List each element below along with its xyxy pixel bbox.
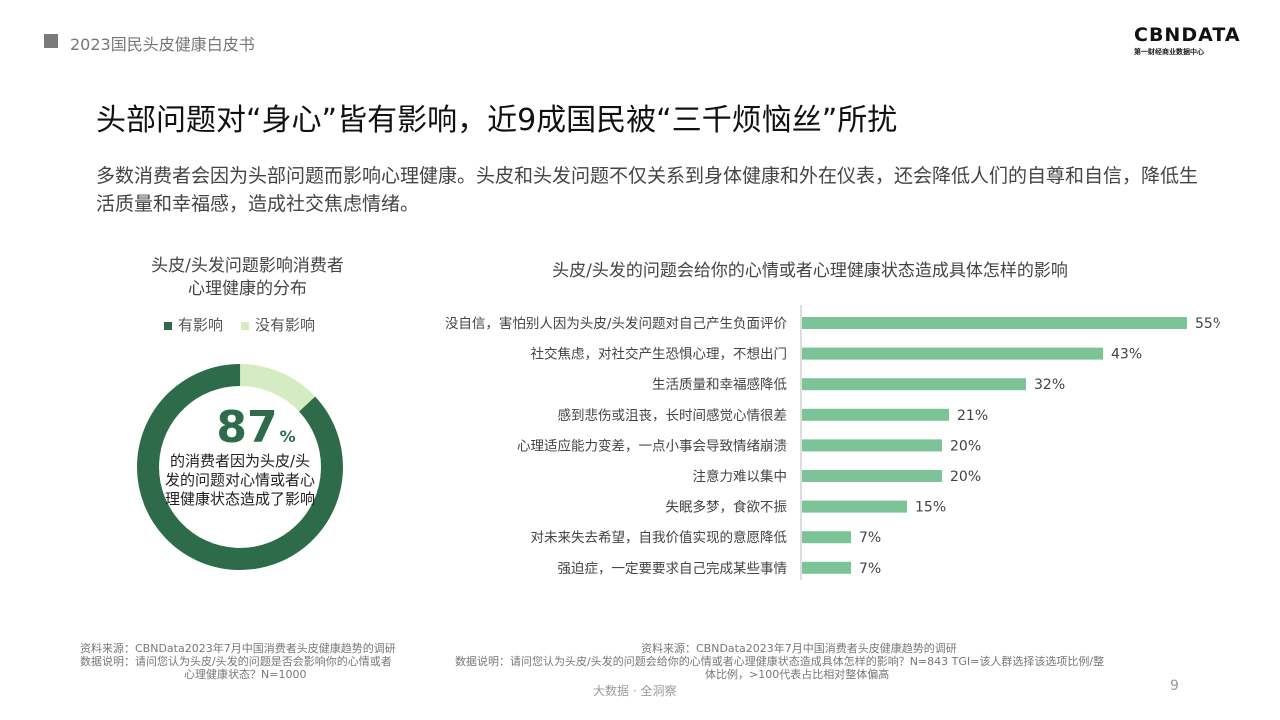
- bar-value-label: 21%: [957, 408, 988, 424]
- cbndata-logo: CBNDATA 第一财经商业数据中心: [1134, 24, 1244, 57]
- header-marker: [44, 34, 58, 48]
- left-chart-title-line2: 心理健康的分布: [188, 279, 307, 299]
- bar-category-label: 失眠多梦，食欲不振: [666, 499, 788, 516]
- bar: [802, 347, 1103, 360]
- bar: [802, 470, 942, 482]
- bar: [802, 317, 1187, 329]
- bar-value-label: 7%: [859, 561, 881, 577]
- donut-slice-affected: [137, 364, 343, 570]
- legend-item-affected: 有影响: [164, 314, 223, 335]
- bar-category-label: 注意力难以集中: [693, 468, 788, 485]
- bar-category-label: 社交焦虑，对社交产生恐惧心理，不想出门: [531, 346, 788, 363]
- bar-value-label: 43%: [1111, 347, 1142, 363]
- legend-swatch-not-affected: [241, 321, 250, 330]
- left-source-line2: 数据说明：请问您认为头皮/头发的问题是否会影响你的心情或者: [80, 655, 392, 668]
- right-source-line1: 资料来源：CBNData2023年7月中国消费者头皮健康趋势的调研: [641, 642, 957, 655]
- bar: [802, 408, 949, 421]
- bar: [802, 500, 907, 513]
- donut-center-number: 87: [216, 402, 278, 453]
- bar-category-label: 感到悲伤或沮丧，长时间感觉心情很差: [558, 407, 788, 424]
- left-chart-title-line1: 头皮/头发问题影响消费者: [151, 256, 344, 276]
- right-source-line2: 数据说明：请问您认为头皮/头发的问题会给你的心情或者心理健康状态造成具体怎样的影…: [455, 655, 1105, 668]
- left-source-line1: 资料来源：CBNData2023年7月中国消费者头皮健康趋势的调研: [80, 642, 396, 655]
- bar: [802, 439, 942, 452]
- left-source-note: 资料来源：CBNData2023年7月中国消费者头皮健康趋势的调研 数据说明：请…: [80, 642, 396, 681]
- bar: [802, 561, 851, 574]
- left-chart-title: 头皮/头发问题影响消费者 心理健康的分布: [110, 255, 385, 301]
- bar-chart: 没自信，害怕别人因为头皮/头发问题对自己产生负面评价 55% 社交焦虑，对社交产生恐…: [445, 305, 1220, 580]
- legend-swatch-affected: [164, 321, 172, 330]
- legend-label-not-affected: 没有影响: [255, 316, 316, 334]
- left-source-line3: 心理健康状态？N=1000: [184, 668, 307, 681]
- donut-caption: 的消费者因为头皮/头发的问题对心情或者心理健康状态造成了影响: [165, 452, 316, 508]
- bar: [802, 378, 1026, 391]
- right-chart-title: 头皮/头发的问题会给你的心情或者心理健康状态造成具体怎样的影响: [552, 261, 1068, 281]
- bar-value-label: 55%: [1195, 316, 1220, 332]
- bar: [802, 531, 851, 544]
- logo-main-text: CBNDATA: [1134, 24, 1241, 46]
- legend-label-affected: 有影响: [178, 316, 224, 334]
- bar-value-label: 32%: [1034, 377, 1065, 393]
- bar-category-label: 生活质量和幸福感降低: [652, 376, 787, 393]
- logo-sub-text: 第一财经商业数据中心: [1134, 48, 1204, 56]
- legend-item-not-affected: 没有影响: [241, 314, 315, 335]
- document-title: 2023国民头皮健康白皮书: [70, 35, 255, 54]
- bar-value-label: 20%: [950, 469, 981, 485]
- donut-center-unit: %: [279, 427, 296, 446]
- donut-legend: 有影响 没有影响: [164, 314, 315, 335]
- bar-value-label: 20%: [950, 438, 981, 454]
- bar-value-label: 15%: [915, 500, 946, 516]
- right-source-line3: 体比例，>100代表占比相对整体偏高: [705, 668, 890, 681]
- page-description: 多数消费者会因为头部问题而影响心理健康。头皮和头发问题不仅关系到身体健康和外在仪…: [96, 165, 1199, 215]
- bar-category-label: 强迫症，一定要要求自己完成某些事情: [558, 561, 788, 577]
- bar-category-label: 没自信，害怕别人因为头皮/头发问题对自己产生负面评价: [445, 316, 788, 332]
- donut-center-value: 87%: [196, 402, 316, 453]
- footer-tagline: 大数据 · 全洞察: [593, 684, 677, 698]
- donut-chart: [137, 364, 343, 570]
- right-source-note: 资料来源：CBNData2023年7月中国消费者头皮健康趋势的调研 数据说明：请…: [455, 642, 1195, 681]
- page-title: 头部问题对“身心”皆有影响，近9成国民被“三千烦恼丝”所扰: [96, 103, 898, 138]
- page-number: 9: [1170, 678, 1179, 694]
- bar-category-label: 对未来失去希望，自我价值实现的意愿降低: [531, 529, 788, 546]
- bar-category-label: 心理适应能力变差，一点小事会导致情绪崩溃: [517, 437, 787, 454]
- bar-value-label: 7%: [859, 530, 881, 546]
